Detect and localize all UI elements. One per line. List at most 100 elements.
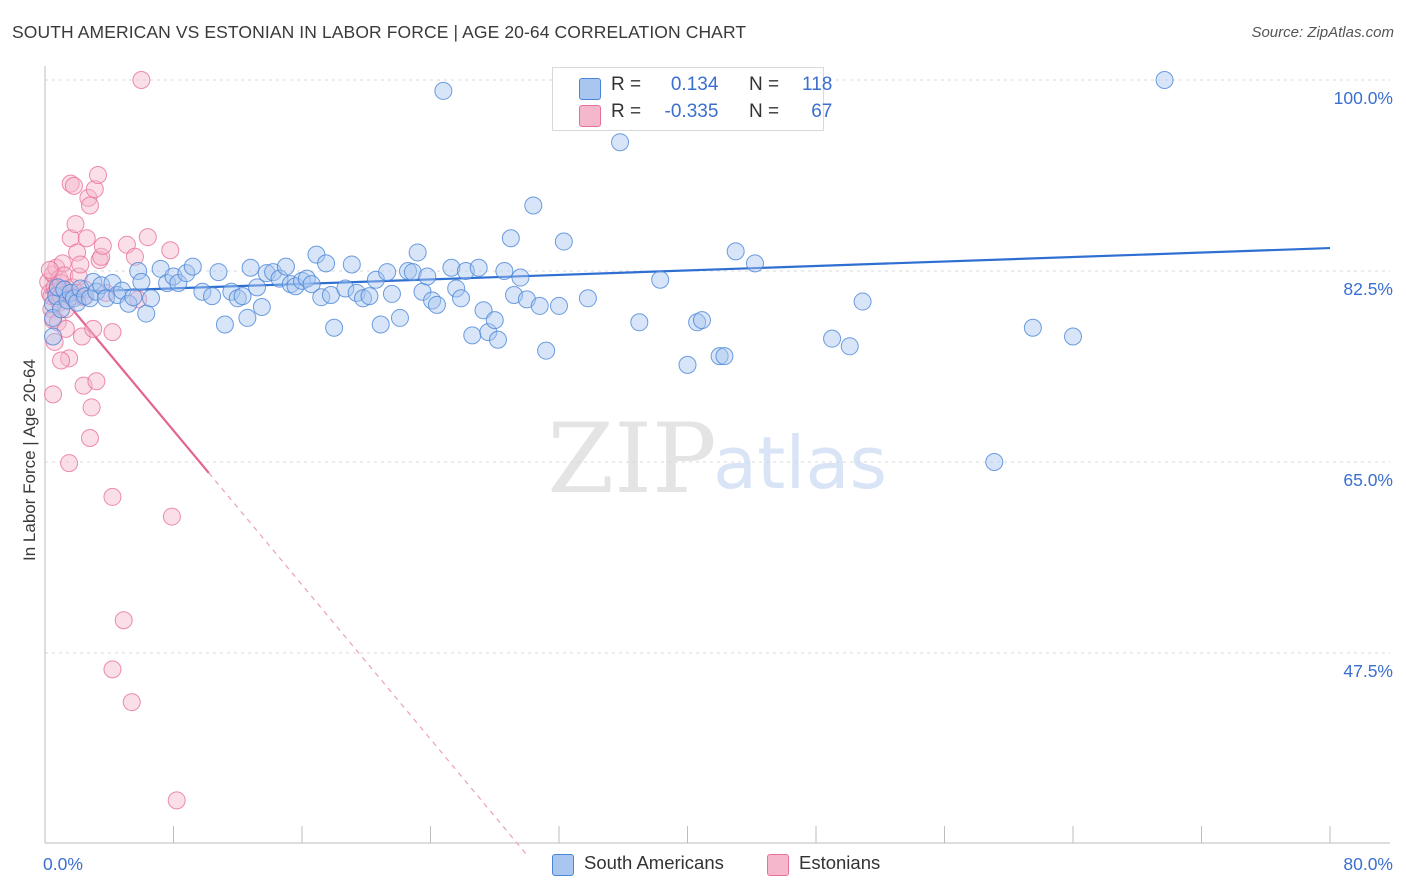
estonians-point	[90, 251, 109, 270]
estonians-point	[89, 165, 108, 184]
estonians-point	[64, 176, 83, 195]
y-tick-label: 82.5%	[1343, 279, 1393, 299]
legend-swatch-pink	[579, 105, 601, 127]
south-americans-point	[238, 308, 257, 327]
legend-n-label-1: N =	[748, 74, 780, 95]
south-americans-point	[726, 242, 745, 261]
south-americans-points	[44, 71, 1174, 471]
y-tick-label: 65.0%	[1343, 470, 1393, 490]
south-americans-point	[371, 315, 390, 334]
south-americans-point	[248, 278, 267, 297]
legend-n-label-2: N =	[748, 101, 780, 122]
south-americans-point	[447, 279, 466, 298]
south-americans-point	[688, 313, 707, 332]
south-americans-point	[1064, 327, 1082, 346]
estonians-point	[103, 323, 122, 342]
estonians-point	[103, 660, 122, 679]
estonians-point	[138, 228, 157, 247]
south-americans-point	[710, 347, 729, 366]
south-americans-point	[418, 267, 437, 286]
tick-labels: 47.5% 65.0% 82.5% 100.0% 0.0% 80.0%	[43, 88, 1393, 874]
south-americans-point	[452, 289, 471, 308]
south-americans-point	[203, 287, 222, 306]
trend-lines	[44, 246, 1331, 856]
estonians-point	[84, 319, 103, 338]
estonians-point	[129, 290, 148, 309]
south-americans-point	[325, 318, 344, 337]
south-americans-point	[378, 263, 397, 282]
south-americans-point	[630, 313, 649, 332]
south-americans-point	[241, 258, 260, 277]
south-americans-point	[390, 308, 409, 327]
south-americans-point	[578, 289, 597, 308]
estonians-point	[82, 398, 101, 417]
estonians-point	[80, 196, 99, 215]
south-americans-point	[342, 255, 361, 274]
estonians-point	[60, 454, 79, 473]
south-americans-point	[142, 289, 161, 308]
estonians-point	[114, 611, 133, 630]
legend-r-value-1: 0.134	[670, 74, 719, 95]
south-americans-point	[840, 337, 859, 356]
estonians-point	[61, 174, 80, 193]
south-americans-point	[293, 271, 311, 290]
estonians-point	[40, 260, 59, 279]
south-americans-point	[469, 258, 488, 277]
south-americans-point	[511, 268, 530, 287]
estonians-point	[68, 243, 87, 262]
south-americans-point	[124, 288, 143, 307]
correlation-legend: R = 0.134 N = 118 R = -0.335 N = 67	[552, 67, 832, 131]
estonians-point	[80, 428, 99, 447]
south-americans-point	[1023, 318, 1042, 337]
source-label: Source: ZipAtlas.com	[1251, 24, 1394, 41]
south-americans-point	[651, 270, 670, 289]
watermark-atlas: atlas	[713, 421, 887, 505]
south-americans-point	[501, 229, 520, 248]
legend-n-value-1: 118	[802, 74, 833, 95]
south-americans-point	[360, 287, 379, 306]
south-americans-point	[302, 275, 321, 294]
bottom-legend-swatch-blue	[552, 854, 574, 876]
estonians-point	[52, 351, 71, 370]
south-americans-point	[228, 289, 247, 308]
estonians-point	[85, 180, 104, 199]
south-americans-point	[113, 281, 132, 300]
watermark: ZIP atlas	[547, 403, 887, 515]
estonians-point	[161, 241, 180, 260]
south-americans-point	[209, 263, 228, 282]
legend-swatch-blue	[579, 78, 601, 100]
south-americans-point	[495, 262, 514, 280]
south-americans-point	[281, 275, 300, 294]
south-americans-point	[382, 284, 401, 303]
south-americans-point	[442, 258, 461, 277]
south-americans-point	[193, 282, 212, 301]
estonians-points	[39, 71, 186, 810]
south-americans-point	[222, 282, 241, 301]
south-americans-point	[215, 315, 234, 334]
legend-r-value-2: -0.335	[664, 101, 719, 122]
estonians-trend-extension	[208, 472, 528, 856]
estonians-point	[44, 385, 63, 404]
axes	[44, 66, 1390, 844]
estonians-point	[93, 236, 112, 255]
x-tick-label-max: 80.0%	[1343, 854, 1393, 874]
south-americans-point	[488, 330, 507, 349]
estonians-point	[103, 487, 122, 506]
south-americans-point	[715, 347, 734, 366]
south-americans-trend-line	[44, 246, 1331, 294]
bottom-legend-label-1: South Americans	[584, 852, 724, 873]
south-americans-point	[297, 269, 316, 288]
estonians-point	[125, 247, 144, 266]
south-americans-point	[537, 341, 556, 360]
estonians-point	[71, 255, 90, 274]
south-americans-point	[354, 289, 373, 308]
south-americans-point	[1155, 71, 1174, 89]
south-americans-point	[434, 81, 453, 100]
south-americans-point	[408, 243, 427, 262]
south-americans-point	[177, 264, 196, 283]
legend-r-label-1: R =	[611, 74, 642, 95]
watermark-zip: ZIP	[547, 403, 716, 515]
y-axis-label: In Labor Force | Age 20-64	[20, 359, 39, 561]
south-americans-point	[129, 262, 148, 280]
